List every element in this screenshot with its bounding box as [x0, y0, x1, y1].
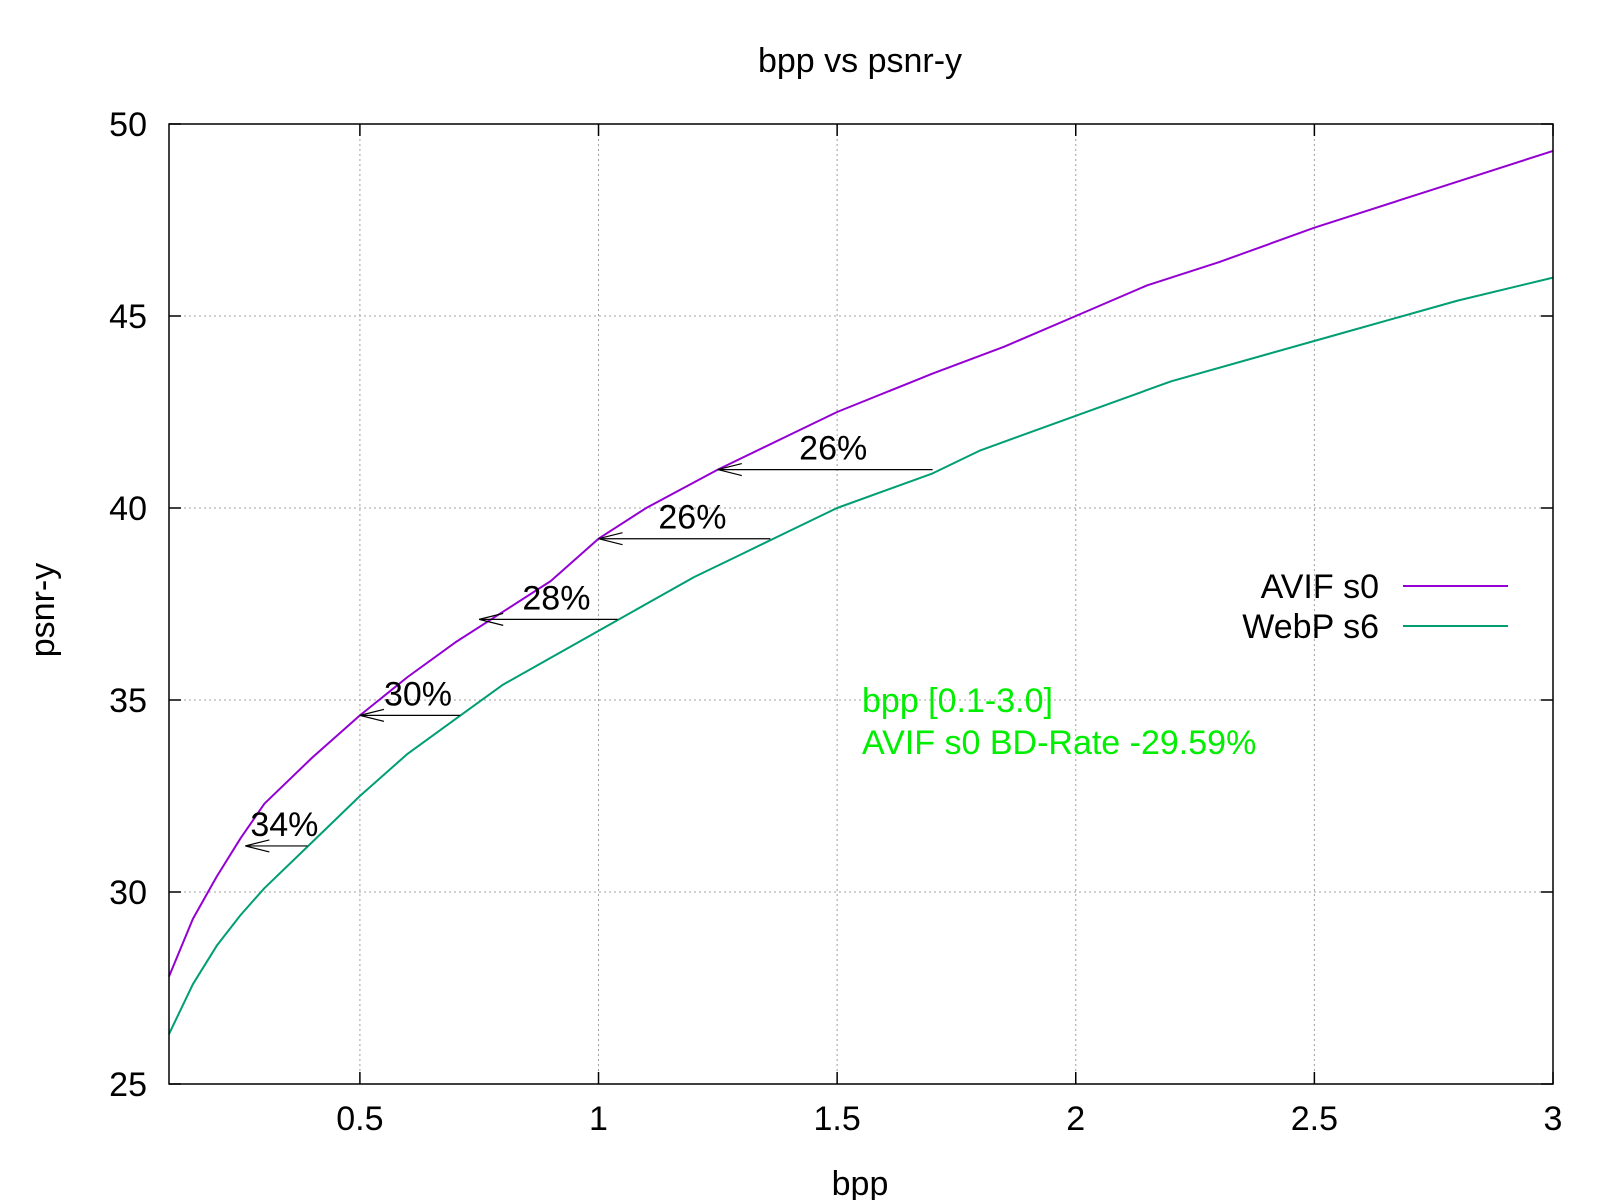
annotation-arrow-head: [598, 538, 623, 546]
x-tick-label: 2.5: [1291, 1100, 1338, 1138]
y-tick-label: 45: [109, 298, 147, 336]
series-line-avif: [168, 149, 1554, 977]
grid: [169, 124, 1553, 1084]
annotation-arrow-head: [479, 618, 504, 626]
x-tick-label: 3: [1544, 1100, 1563, 1138]
plot-frame: [168, 123, 1554, 1085]
x-tick-label: 1.5: [814, 1100, 861, 1138]
annotation-arrow-head: [479, 612, 504, 620]
y-tick-label: 50: [109, 106, 147, 144]
y-tick-label: 40: [109, 490, 147, 528]
y-tick-label: 35: [109, 682, 147, 720]
annotation-label: 26%: [658, 499, 726, 537]
annotation-arrow-head: [717, 463, 742, 471]
x-tick-label: 0.5: [336, 1100, 383, 1138]
chart-title: bpp vs psnr-y: [758, 42, 962, 80]
y-tick-label: 25: [109, 1066, 147, 1104]
axis-ticks: 0.5 1 1.5 2 2.5 3 25 30 35 40 45 50: [109, 106, 1562, 1138]
annotation-label: 34%: [250, 806, 318, 844]
annotation-label: 26%: [799, 430, 867, 468]
x-axis-label: bpp: [832, 1165, 889, 1200]
annotation-arrow-head: [245, 839, 270, 847]
annotation-label: 30%: [384, 675, 452, 713]
info-text-range: bpp [0.1-3.0]: [862, 682, 1053, 720]
series-line-webp: [168, 276, 1554, 1035]
annotation-label: 28%: [522, 579, 590, 617]
y-tick-label: 30: [109, 874, 147, 912]
annotation-arrow-head: [359, 714, 385, 722]
annotation-arrow-head: [717, 469, 742, 477]
legend-label: WebP s6: [1242, 608, 1379, 646]
annotation-arrow-head: [598, 532, 623, 540]
info-text-bd-rate: AVIF s0 BD-Rate -29.59%: [862, 724, 1256, 762]
legend-label: AVIF s0: [1261, 568, 1379, 606]
series-layer: [168, 149, 1554, 1035]
annotation-layer: 34% 30% 28% 26% 26%: [245, 430, 933, 853]
annotation-arrow-head: [359, 708, 385, 716]
x-tick-label: 2: [1066, 1100, 1085, 1138]
annotation-arrow-head: [245, 845, 270, 853]
x-tick-label: 1: [589, 1100, 608, 1138]
y-axis-label: psnr-y: [24, 563, 62, 657]
